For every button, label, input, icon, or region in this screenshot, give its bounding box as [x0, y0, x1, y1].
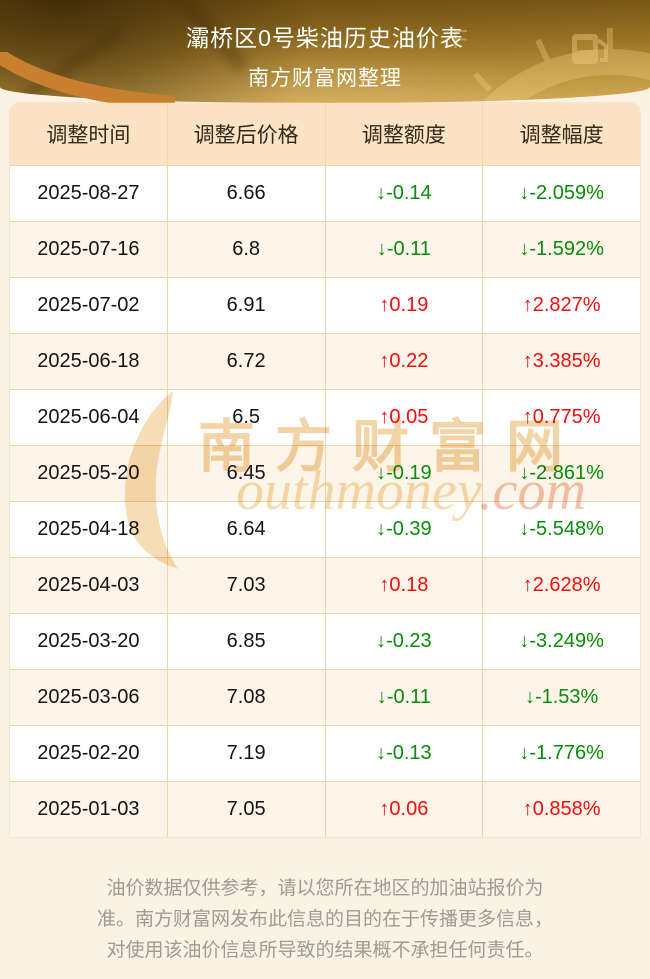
column-header-percent: 调整幅度 — [519, 124, 604, 147]
fuel-gauge-icon: F — [452, 24, 650, 103]
price-table: 调整时间 调整后价格 调整额度 调整幅度 2025-08-27 6.66 ↓-0… — [10, 103, 640, 837]
cell-percent: ↓-5.548% — [519, 518, 604, 540]
cell-price: 7.03 — [168, 558, 326, 613]
cell-date: 2025-06-04 — [10, 390, 168, 445]
cell-price: 7.19 — [168, 726, 326, 781]
disclaimer-line: 油价数据仅供参考，请以您所在地区的加油站报价为 — [106, 878, 544, 899]
cell-date: 2025-04-18 — [10, 502, 168, 557]
column-header-change: 调整额度 — [326, 103, 484, 165]
cell-percent: ↓-1.776% — [519, 742, 604, 764]
table-row: 2025-03-06 7.08 ↓-0.11 ↓-1.53% — [10, 669, 640, 725]
table-row: 2025-03-20 6.85 ↓-0.23 ↓-3.249% — [10, 613, 640, 669]
table-row: 2025-04-18 6.64 ↓-0.39 ↓-5.548% — [10, 501, 640, 557]
disclaimer-line: 对使用该油价信息所导致的结果概不承担任何责任。 — [106, 940, 544, 961]
cell-date: 2025-03-06 — [10, 670, 168, 725]
table-row: 2025-06-18 6.72 ↑0.22 ↑3.385% — [10, 333, 640, 389]
cell-percent: ↑0.858% — [522, 798, 601, 820]
cell-percent: ↑0.775% — [522, 406, 601, 428]
page-title: 灞桥区0号柴油历史油价表 — [186, 25, 464, 51]
cell-change: ↓-0.11 — [326, 670, 484, 725]
cell-price: 6.5 — [168, 390, 326, 445]
cell-percent: ↑2.628% — [522, 574, 601, 596]
page-header: F 灞桥区0号柴油历史油价表 南方财富网整理 — [0, 0, 650, 103]
cell-change: ↑0.05 — [326, 390, 484, 445]
cell-change: ↑0.18 — [326, 558, 484, 613]
cell-date: 2025-07-02 — [10, 278, 168, 333]
cell-date: 2025-06-18 — [10, 334, 168, 389]
table-row: 2025-07-02 6.91 ↑0.19 ↑2.827% — [10, 277, 640, 333]
cell-change: ↓-0.19 — [326, 446, 484, 501]
cell-percent: ↑2.827% — [522, 294, 601, 316]
cell-price: 7.05 — [168, 782, 326, 837]
cell-percent: ↓-2.059% — [519, 182, 604, 204]
cell-price: 6.85 — [168, 614, 326, 669]
page-subtitle: 南方财富网整理 — [248, 67, 402, 90]
table-row: 2025-06-04 6.5 ↑0.05 ↑0.775% — [10, 389, 640, 445]
table-row: 2025-07-16 6.8 ↓-0.11 ↓-1.592% — [10, 221, 640, 277]
cell-date: 2025-07-16 — [10, 222, 168, 277]
cell-change: ↑0.06 — [326, 782, 484, 837]
column-header-price: 调整后价格 — [168, 103, 326, 165]
table-row: 2025-04-03 7.03 ↑0.18 ↑2.628% — [10, 557, 640, 613]
column-header-date: 调整时间 — [10, 103, 168, 165]
cell-change: ↓-0.39 — [326, 502, 484, 557]
cell-percent: ↓-1.53% — [524, 686, 599, 708]
cell-change: ↑0.19 — [326, 278, 484, 333]
page-footer: 油价数据仅供参考，请以您所在地区的加油站报价为 准。南方财富网发布此信息的目的在… — [0, 837, 650, 979]
table-header-row: 调整时间 调整后价格 调整额度 调整幅度 — [10, 103, 640, 165]
cell-date: 2025-01-03 — [10, 782, 168, 837]
table-row: 2025-02-20 7.19 ↓-0.13 ↓-1.776% — [10, 725, 640, 781]
svg-text:F: F — [452, 24, 468, 54]
cell-change: ↓-0.23 — [326, 614, 484, 669]
cell-price: 6.64 — [168, 502, 326, 557]
cell-change: ↓-0.14 — [326, 166, 484, 221]
cell-date: 2025-08-27 — [10, 166, 168, 221]
table-row: 2025-05-20 6.45 ↓-0.19 ↓-2.861% — [10, 445, 640, 501]
cell-date: 2025-05-20 — [10, 446, 168, 501]
cell-price: 7.08 — [168, 670, 326, 725]
disclaimer-text: 油价数据仅供参考，请以您所在地区的加油站报价为 准。南方财富网发布此信息的目的在… — [75, 873, 575, 966]
cell-change: ↓-0.13 — [326, 726, 484, 781]
cell-percent: ↓-1.592% — [519, 238, 604, 260]
cell-date: 2025-03-20 — [10, 614, 168, 669]
cell-percent: ↓-3.249% — [519, 630, 604, 652]
swoosh-decoration — [0, 52, 175, 110]
cell-change: ↑0.22 — [326, 334, 484, 389]
cell-percent: ↓-2.861% — [519, 462, 604, 484]
table-row: 2025-01-03 7.05 ↑0.06 ↑0.858% — [10, 781, 640, 837]
table-body: 2025-08-27 6.66 ↓-0.14 ↓-2.059% 2025-07-… — [10, 165, 640, 837]
disclaimer-line: 准。南方财富网发布此信息的目的在于传播更多信息， — [96, 909, 553, 930]
cell-price: 6.91 — [168, 278, 326, 333]
cell-date: 2025-04-03 — [10, 558, 168, 613]
table-row: 2025-08-27 6.66 ↓-0.14 ↓-2.059% — [10, 165, 640, 221]
cell-change: ↓-0.11 — [326, 222, 484, 277]
cell-date: 2025-02-20 — [10, 726, 168, 781]
cell-price: 6.45 — [168, 446, 326, 501]
cell-price: 6.8 — [168, 222, 326, 277]
cell-price: 6.66 — [168, 166, 326, 221]
cell-price: 6.72 — [168, 334, 326, 389]
cell-percent: ↑3.385% — [522, 350, 601, 372]
